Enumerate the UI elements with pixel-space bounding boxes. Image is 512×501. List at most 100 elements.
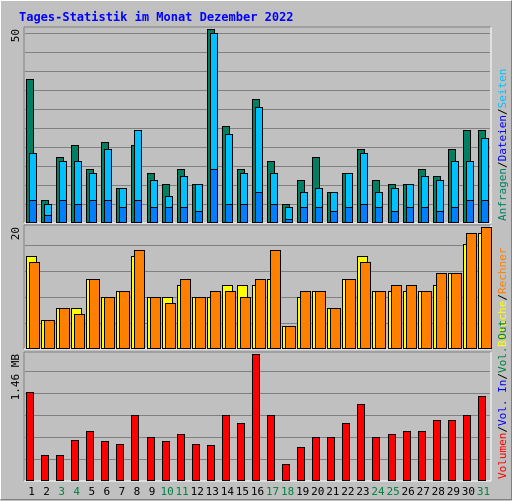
bar-volumen-day-25: [388, 434, 396, 481]
bar-volumen-day-11: [177, 434, 185, 481]
legend-entry: Seiten: [496, 69, 509, 109]
bar-rechner-day-15: [240, 297, 251, 349]
bar-volumen-day-20: [312, 437, 320, 481]
day-label-14: 14: [221, 485, 235, 498]
bar-seiten-day-5: [89, 200, 97, 223]
bar-volumen-day-8: [131, 415, 139, 481]
bar-rechner-day-17: [270, 250, 281, 349]
day-label-9: 9: [149, 485, 156, 498]
bar-seiten-day-3: [59, 200, 67, 223]
bar-volumen-day-30: [463, 415, 471, 481]
bar-seiten-day-13: [210, 169, 218, 223]
bar-volumen-day-29: [448, 420, 456, 481]
bar-volumen-day-9: [147, 437, 155, 481]
legend-entry: Dateien: [496, 115, 509, 161]
bar-seiten-day-12: [195, 211, 203, 223]
bar-rechner-day-25: [391, 285, 402, 349]
bar-volumen-day-12: [192, 444, 200, 481]
bar-rechner-day-11: [180, 279, 191, 349]
bar-rechner-day-6: [104, 297, 115, 349]
day-label-7: 7: [119, 485, 126, 498]
legend-entry: Vol. Out: [496, 320, 509, 373]
day-label-1: 1: [28, 485, 35, 498]
bar-seiten-day-9: [150, 207, 158, 223]
bar-seiten-day-16: [255, 192, 263, 223]
day-label-22: 22: [341, 485, 354, 498]
bar-volumen-day-22: [342, 423, 350, 481]
bar-volumen-day-23: [357, 404, 365, 481]
legend-entry: /: [496, 373, 509, 380]
bar-rechner-day-30: [466, 233, 477, 349]
day-labels: 1 2 3 4 5 6 7 8 9 10 11 12 13 14 15 16 17 18 19 20 21 22 23 24 2…: [28, 485, 490, 498]
bar-rechner-day-14: [225, 291, 236, 349]
bar-volumen-day-7: [116, 444, 124, 481]
bar-volumen-day-1: [26, 392, 34, 481]
bar-seiten-day-2: [44, 215, 52, 223]
day-label-23: 23: [356, 485, 369, 498]
bar-volumen-day-6: [101, 441, 109, 481]
series-legend: Anfragen/Dateien/Seiten: [496, 69, 509, 221]
bar-rechner-day-1: [29, 262, 40, 349]
day-label-3: 3: [58, 485, 65, 498]
bar-rechner-day-28: [436, 273, 447, 349]
bar-volumen-day-31: [478, 396, 486, 481]
bar-rechner-day-23: [360, 262, 371, 349]
bar-rechner-day-29: [451, 273, 462, 349]
bar-seiten-day-26: [406, 207, 414, 223]
bar-seiten-day-8: [134, 200, 142, 223]
series-legend: Besuche/Rechner: [496, 247, 509, 347]
bar-rechner-day-7: [119, 291, 130, 349]
bar-rechner-day-12: [195, 297, 206, 349]
bar-seiten-day-1: [29, 200, 37, 223]
bar-rechner-day-21: [330, 308, 341, 349]
bar-seiten-day-25: [391, 211, 399, 223]
bar-rechner-day-19: [300, 291, 311, 349]
bar-seiten-day-19: [300, 207, 308, 223]
bar-rechner-day-3: [59, 308, 70, 349]
bar-volumen-day-18: [282, 464, 290, 481]
series-seiten: [29, 169, 489, 223]
bar-volumen-day-19: [297, 447, 305, 481]
legend-entry: Anfragen: [496, 168, 509, 221]
axis-max-label: 1.46 MB: [9, 354, 22, 401]
axis-max-label: 50: [9, 29, 22, 42]
day-label-4: 4: [73, 485, 80, 498]
day-label-15: 15: [236, 485, 249, 498]
bar-rechner-day-4: [74, 314, 85, 349]
day-label-21: 21: [326, 485, 339, 498]
bar-rechner-day-26: [406, 285, 417, 349]
bar-seiten-day-4: [74, 204, 82, 223]
bar-seiten-day-7: [119, 207, 127, 223]
day-label-13: 13: [206, 485, 219, 498]
bar-seiten-day-15: [240, 204, 248, 223]
bar-seiten-day-23: [360, 204, 368, 223]
legend-entry: Rechner: [496, 247, 509, 294]
bar-volumen-day-4: [71, 440, 79, 481]
bar-rechner-day-2: [44, 320, 55, 349]
bar-seiten-day-17: [270, 204, 278, 223]
bar-volumen-day-5: [86, 431, 94, 481]
day-label-12: 12: [191, 485, 204, 498]
day-label-8: 8: [134, 485, 141, 498]
bar-rechner-day-13: [210, 291, 221, 349]
panels-group: 50Anfragen/Dateien/Seiten20Besuche/Rechn…: [9, 26, 509, 482]
bar-seiten-day-14: [225, 204, 233, 223]
legend-entry: /: [496, 161, 509, 168]
bar-seiten-day-22: [345, 207, 353, 223]
legend-entry: /: [496, 426, 509, 433]
bar-seiten-day-29: [451, 207, 459, 223]
bar-volumen-day-15: [237, 423, 245, 481]
bar-rechner-day-16: [255, 279, 266, 349]
legend-entry: /: [496, 108, 509, 115]
bar-volumen-day-17: [267, 415, 275, 481]
bar-rechner-day-31: [481, 227, 492, 349]
bar-volumen-day-10: [162, 441, 170, 481]
day-label-27: 27: [417, 485, 430, 498]
chart-title: Tages-Statistik im Monat Dezember 2022: [19, 10, 294, 24]
bar-rechner-day-10: [165, 303, 176, 349]
legend-entry: Vol. In: [496, 380, 509, 426]
